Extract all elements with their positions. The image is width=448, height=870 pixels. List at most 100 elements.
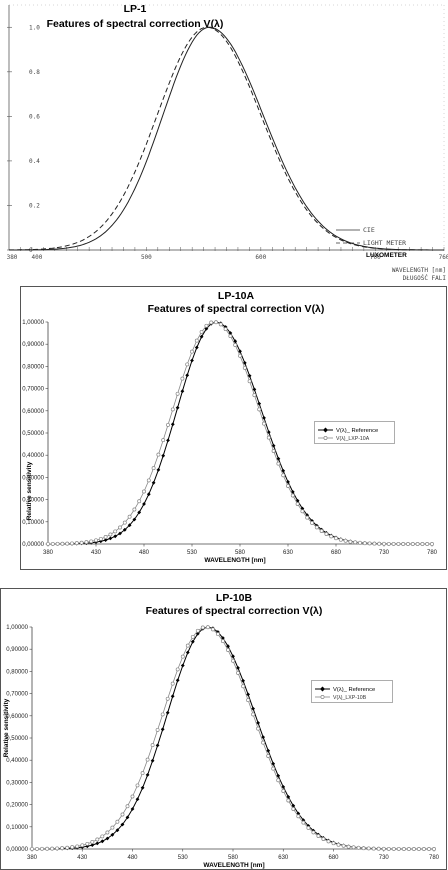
data-point-lxp — [351, 845, 356, 850]
legend: V(λ)_ Reference V(λ)_LXP-10A — [314, 421, 395, 444]
y-tick-label: 1.0 — [29, 24, 40, 31]
data-point-lxp — [261, 740, 266, 745]
data-point-reference — [170, 422, 175, 427]
data-point-lxp — [166, 422, 170, 427]
data-point-lxp — [432, 847, 436, 851]
data-point-lxp — [50, 541, 55, 546]
chart-lp1-svg: LP-1 Features of spectral correction V(λ… — [7, 3, 448, 282]
data-point-lxp — [421, 847, 426, 851]
data-point-reference — [271, 761, 276, 766]
data-point-lxp — [185, 362, 190, 367]
data-point-lxp — [65, 541, 70, 546]
data-point-lxp — [362, 541, 367, 546]
data-point-lxp — [95, 837, 100, 842]
data-point-lxp — [366, 846, 371, 851]
data-point-reference — [110, 832, 115, 837]
y-tick-label: 1,00000 — [22, 320, 44, 326]
data-point-reference — [199, 334, 204, 339]
data-point-lxp — [300, 509, 305, 514]
data-point-lxp — [251, 712, 256, 717]
data-point-lxp — [85, 841, 90, 846]
x-tick-label: 700 — [370, 254, 381, 261]
data-point-lxp — [291, 807, 296, 811]
x-tick-label: 400 — [31, 254, 42, 261]
chart-lp10a: LP-10A Features of spectral correction V… — [0, 286, 448, 570]
chart-lp10a-svg: LP-10A Features of spectral correction V… — [20, 286, 447, 570]
data-point-reference — [166, 438, 170, 443]
data-point-lxp — [199, 329, 204, 334]
data-point-lxp — [348, 539, 353, 544]
data-point-reference — [204, 326, 209, 331]
data-point-reference — [180, 389, 185, 394]
data-point-reference — [251, 706, 255, 711]
y-tick-label: 0,30000 — [6, 780, 28, 786]
y-tick-label: 0,80000 — [22, 364, 44, 370]
data-point-reference — [216, 630, 220, 634]
data-point-lxp — [382, 541, 386, 546]
data-point-lxp — [238, 353, 242, 358]
data-point-lxp — [391, 846, 396, 851]
legend-marker-reference — [320, 686, 325, 692]
data-point-lxp — [113, 529, 118, 534]
data-point-lxp — [170, 407, 175, 412]
data-point-lxp — [396, 541, 401, 546]
data-point-lxp — [103, 535, 108, 539]
x-tick-label: 730 — [379, 550, 390, 556]
data-point-lxp — [310, 520, 314, 525]
data-point-reference — [256, 721, 260, 725]
data-point-lxp — [70, 541, 74, 546]
data-point-lxp — [356, 845, 361, 850]
data-point-lxp — [50, 846, 55, 851]
data-point-reference — [135, 797, 140, 802]
data-point-lxp — [226, 648, 230, 652]
y-tick-label: 0,40000 — [6, 758, 28, 764]
y-tick-label: 0,60000 — [22, 409, 44, 415]
data-point-lxp — [281, 789, 286, 793]
y-tick-label: 0,70000 — [22, 387, 44, 393]
data-point-reference — [185, 373, 190, 378]
y-tick-label: 0,50000 — [6, 736, 28, 742]
x-tick-label: 530 — [187, 550, 198, 556]
chart-lp10b-svg: LP-10B Features of spectral correction V… — [0, 588, 447, 870]
data-point-reference — [266, 748, 271, 753]
data-point-lxp — [331, 841, 336, 846]
x-tick-label: 380 — [43, 550, 54, 556]
data-point-lxp — [175, 391, 180, 396]
chart-title: LP-1 — [124, 3, 147, 15]
data-point-lxp — [90, 840, 95, 844]
data-point-reference — [161, 453, 166, 458]
data-point-lxp — [329, 534, 334, 539]
data-point-reference — [155, 743, 160, 748]
data-point-reference — [241, 678, 245, 683]
data-point-lxp — [75, 844, 80, 849]
x-tick-label: 380 — [7, 254, 18, 261]
chart-title: LP-10B — [216, 592, 253, 604]
data-point-lxp — [115, 819, 120, 824]
data-point-lxp — [223, 327, 228, 332]
data-point-lxp — [60, 541, 65, 546]
data-point-lxp — [247, 379, 252, 384]
data-point-reference — [221, 636, 225, 640]
legend-label-lxp: V(λ)_LXP-10A — [336, 436, 370, 442]
data-point-reference — [180, 663, 185, 668]
x-axis-label: WAVELENGTH [nm] — [204, 557, 265, 564]
data-point-lxp — [228, 334, 233, 339]
legend-label-reference: V(λ)_ Reference — [336, 428, 378, 434]
data-point-lxp — [241, 684, 246, 689]
data-point-lxp — [94, 538, 98, 543]
data-point-lxp — [372, 541, 377, 546]
data-point-lxp — [286, 484, 290, 488]
data-point-lxp — [200, 625, 205, 630]
data-point-lxp — [145, 757, 150, 762]
data-point-lxp — [190, 349, 194, 354]
data-point-lxp — [156, 452, 161, 457]
data-point-reference — [105, 836, 110, 841]
data-point-lxp — [150, 743, 155, 748]
data-point-lxp — [130, 794, 135, 799]
y-tick-label: 0.8 — [29, 69, 40, 76]
chart-subtitle: Features of spectral correction V(λ) — [146, 605, 323, 617]
data-point-lxp — [155, 727, 160, 732]
x-tick-label: 530 — [178, 855, 189, 861]
data-point-reference — [98, 539, 103, 544]
chart-lp1: LP-1 Features of spectral correction V(λ… — [0, 0, 448, 283]
